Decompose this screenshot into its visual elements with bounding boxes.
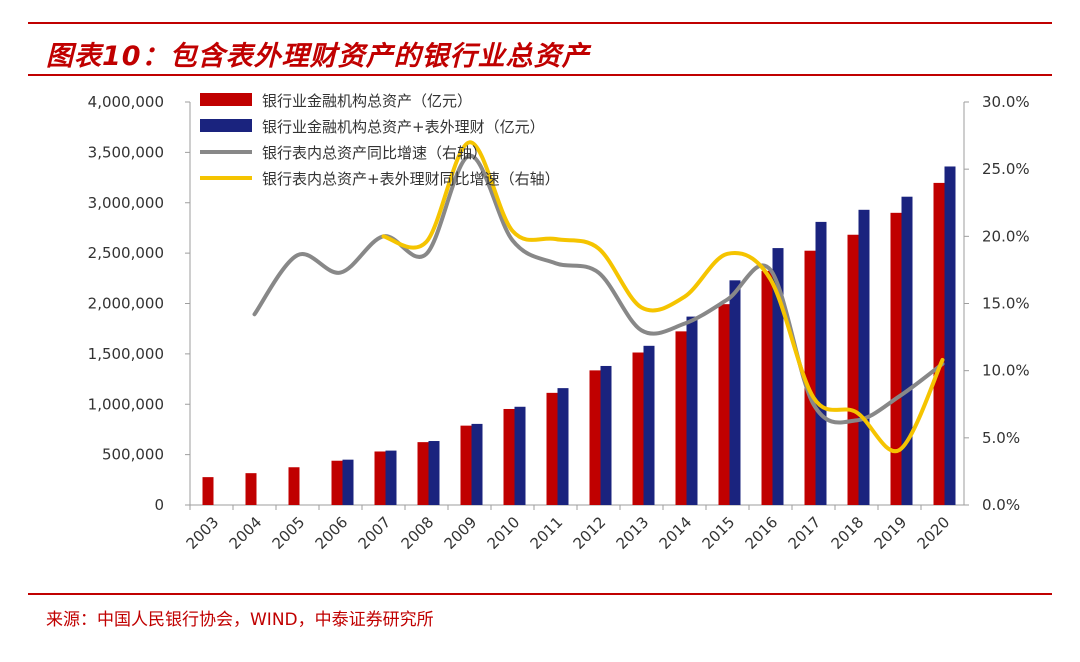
bar-assets-plus-wmp [729,280,741,505]
left-tick-label: 2,000,000 [88,295,164,313]
bar-total-assets [589,370,601,505]
bar-total-assets [460,425,472,505]
bar-assets-plus-wmp [600,365,612,505]
bar-total-assets [202,477,214,505]
bar-total-assets [417,442,429,505]
bar-assets-plus-wmp [901,196,913,505]
bottom-rule [28,593,1052,595]
bar-total-assets [245,473,257,505]
right-tick-label: 30.0% [982,93,1030,111]
legend-label: 银行表内总资产同比增速（右轴） [262,144,487,162]
left-tick-label: 2,500,000 [88,244,164,262]
x-tick-label: 2018 [828,513,868,553]
top-rule [28,22,1052,24]
left-tick-label: 4,000,000 [88,93,164,111]
x-tick-label: 2008 [398,513,438,553]
x-tick-label: 2020 [914,513,954,553]
x-tick-label: 2003 [183,513,223,553]
bar-total-assets [804,250,816,505]
bar-total-assets [503,408,515,505]
bar-total-assets [890,212,902,505]
bar-total-assets [933,182,945,505]
bar-total-assets [675,331,687,505]
left-tick-label: 0 [154,496,164,514]
right-tick-label: 5.0% [982,429,1020,447]
bar-assets-plus-wmp [944,166,956,505]
legend-label: 银行业金融机构总资产（亿元） [262,92,472,110]
title-rule [28,74,1052,76]
bar-assets-plus-wmp [342,459,354,505]
right-tick-label: 15.0% [982,295,1030,313]
x-tick-label: 2012 [570,513,610,553]
right-tick-label: 25.0% [982,160,1030,178]
x-tick-label: 2019 [871,513,911,553]
bar-total-assets [546,392,558,505]
x-tick-label: 2009 [441,513,481,553]
bar-assets-plus-wmp [686,316,698,505]
chart-svg: 0 500,000 1,000,000 1,500,000 2,000,000 2,500… [88,92,1030,553]
bar-total-assets [288,467,300,505]
left-tick-label: 3,000,000 [88,194,164,212]
bar-assets-plus-wmp [514,406,526,505]
chart-title: 图表10：包含表外理财资产的银行业总资产 [46,41,590,72]
x-tick-label: 2004 [226,513,266,553]
bar-assets-plus-wmp [815,221,827,505]
bar-assets-plus-wmp [858,209,870,506]
left-tick-label: 1,000,000 [88,395,164,413]
x-tick-label: 2014 [656,513,696,553]
legend-label: 银行业金融机构总资产+表外理财（亿元） [262,118,545,136]
right-tick-label: 0.0% [982,496,1020,514]
bar-total-assets [761,270,773,505]
x-tick-label: 2006 [312,513,352,553]
x-tick-label: 2011 [527,513,567,553]
right-tick-label: 20.0% [982,227,1030,245]
bar-assets-plus-wmp [772,248,784,505]
line-onbalance-growth [252,153,945,425]
left-tick-label: 3,500,000 [88,143,164,161]
bar-assets-plus-wmp [471,423,483,505]
legend-swatch-bar [200,93,252,106]
bar-total-assets [718,304,730,505]
right-tick-label: 10.0% [982,362,1030,380]
bar-assets-plus-wmp [385,450,397,505]
bar-total-assets [331,460,343,505]
legend-label: 银行表内总资产+表外理财同比增速（右轴） [262,170,560,188]
x-tick-label: 2016 [742,513,782,553]
legend-swatch-bar [200,119,252,132]
x-tick-label: 2017 [785,513,825,553]
bar-total-assets [632,352,644,505]
chart-source: 来源：中国人民银行协会，WIND，中泰证券研究所 [46,610,434,630]
bar-assets-plus-wmp [428,441,440,505]
line-total-growth [381,140,945,454]
x-tick-label: 2005 [269,513,309,553]
bar-total-assets [374,451,386,505]
x-tick-label: 2010 [484,513,524,553]
left-tick-label: 1,500,000 [88,345,164,363]
x-tick-label: 2013 [613,513,653,553]
x-tick-label: 2007 [355,513,395,553]
bar-total-assets [847,234,859,505]
bar-assets-plus-wmp [643,345,655,505]
x-tick-label: 2015 [699,513,739,553]
bar-assets-plus-wmp [557,388,569,505]
left-tick-label: 500,000 [102,446,164,464]
